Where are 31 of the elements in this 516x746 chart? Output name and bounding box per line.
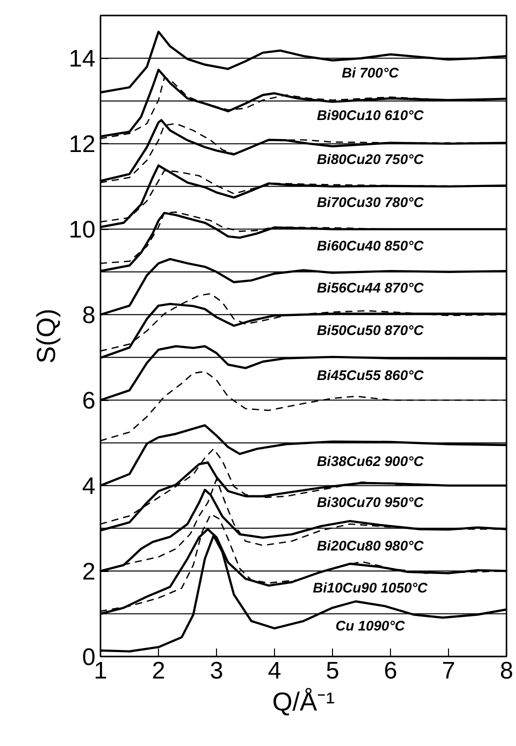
y-tick-label: 6 — [82, 388, 96, 415]
y-tick-label: 10 — [68, 216, 96, 244]
x-tick-label: 6 — [384, 658, 398, 684]
x-tick-label: 8 — [500, 658, 514, 684]
x-tick-label: 4 — [268, 658, 282, 684]
series-label: Bi80Cu20 750°C — [316, 151, 424, 168]
series-label: Bi90Cu10 610°C — [316, 107, 424, 124]
y-tick-label: 8 — [82, 302, 96, 330]
series-label: Bi50Cu50 870°C — [316, 322, 424, 338]
x-tick-label: 1 — [94, 658, 108, 684]
x-tick-label: 5 — [326, 658, 340, 684]
y-tick-label: 12 — [68, 131, 96, 158]
series-label: Bi20Cu80 980°C — [316, 537, 424, 554]
y-tick-label: 14 — [68, 46, 96, 73]
series-label: Bi 700°C — [342, 64, 400, 80]
series-label: Bi30Cu70 950°C — [316, 494, 424, 510]
x-tick-label: 3 — [210, 658, 224, 684]
series-label: Bi70Cu30 780°C — [316, 194, 424, 210]
x-tick-label: 2 — [152, 658, 166, 684]
x-tick-label: 7 — [442, 658, 456, 684]
y-axis-title: S(Q) — [30, 308, 61, 364]
series-label: Bi38Cu62 900°C — [316, 453, 424, 470]
x-axis-title: Q/Å⁻¹ — [272, 686, 336, 716]
series-label: Bi60Cu40 850°C — [316, 237, 424, 254]
y-tick-label: 0 — [82, 644, 96, 671]
y-tick-label: 4 — [82, 473, 96, 500]
y-tick-label: 2 — [82, 558, 96, 586]
series-label: Bi56Cu44 870°C — [316, 279, 424, 296]
series-label: Cu 1090°C — [335, 618, 406, 634]
series-label: Bi10Cu90 1050°C — [312, 579, 428, 596]
series-label: Bi45Cu55 860°C — [316, 366, 424, 383]
